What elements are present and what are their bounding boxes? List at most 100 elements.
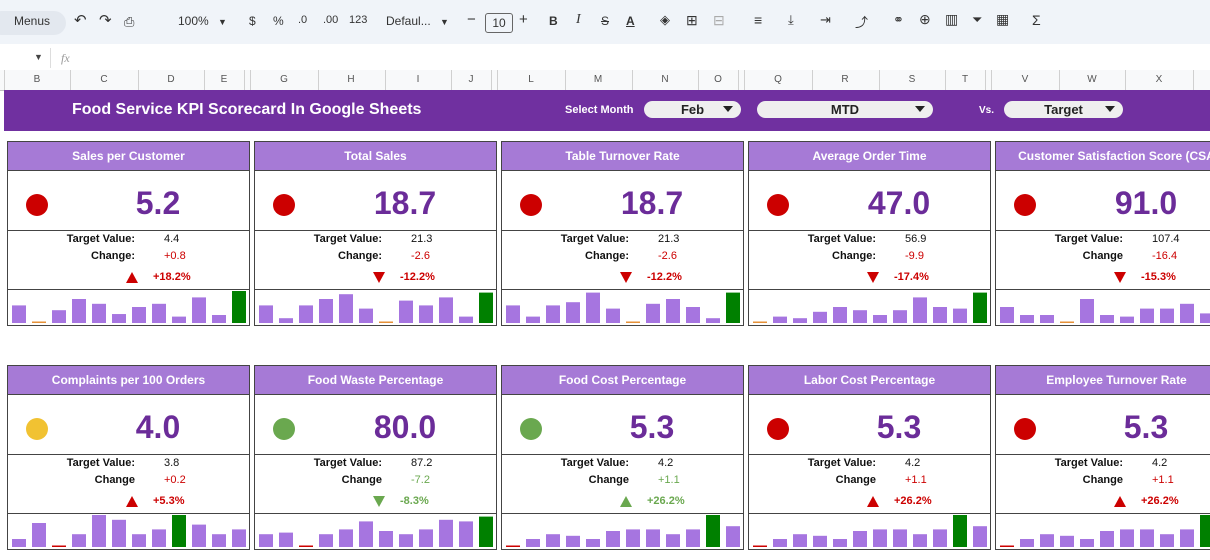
column-header: I xyxy=(416,74,420,85)
column-divider xyxy=(250,70,251,90)
font-size[interactable]: 10 xyxy=(485,13,513,33)
spark-bar xyxy=(546,305,560,323)
column-divider xyxy=(879,70,880,90)
spark-bar xyxy=(192,524,206,547)
filter-views[interactable]: ▦ xyxy=(996,11,1010,27)
undo[interactable]: ↶ xyxy=(74,12,87,29)
functions[interactable]: Σ xyxy=(1032,12,1041,28)
spark-bar xyxy=(773,539,787,547)
month-dropdown[interactable]: Feb xyxy=(644,101,741,118)
spark-bar xyxy=(1100,531,1114,547)
separator xyxy=(749,454,990,455)
comparison-dropdown[interactable]: Target xyxy=(1004,101,1123,118)
decrease-decimal[interactable]: .0 xyxy=(298,14,308,26)
column-divider xyxy=(991,70,992,90)
period-dropdown[interactable]: MTD xyxy=(757,101,933,118)
spark-bar xyxy=(793,318,807,323)
spark-bar xyxy=(706,318,720,323)
insert-comment[interactable]: ⊕ xyxy=(919,11,931,27)
vertical-align[interactable]: ⤓ xyxy=(788,12,794,27)
spark-bar xyxy=(586,292,600,323)
text-rotation[interactable]: ⤴ xyxy=(855,15,869,30)
dashboard-title: Food Service KPI Scorecard In Google She… xyxy=(72,101,422,118)
card-title: Total Sales xyxy=(255,142,496,171)
kpi-card: Food Cost Percentage 5.3 Target Value: 4.2 C… xyxy=(501,365,744,550)
spark-bar xyxy=(1080,299,1094,323)
percent-format[interactable]: % xyxy=(273,14,284,28)
column-header: N xyxy=(661,74,669,85)
font-family[interactable]: Defaul... xyxy=(386,14,431,28)
status-dot xyxy=(520,418,542,440)
kpi-card: Average Order Time 47.0 Target Value: 56.9 C… xyxy=(748,141,991,326)
name-box-dropdown[interactable]: ▼ xyxy=(34,52,43,62)
spark-bar xyxy=(52,545,66,547)
merge-cells[interactable]: ⊟ xyxy=(713,12,725,28)
create-filter[interactable]: ⏷ xyxy=(972,12,983,27)
kpi-value: 80.0 xyxy=(373,409,437,445)
strikethrough[interactable]: S xyxy=(601,14,610,28)
column-divider xyxy=(244,70,245,90)
column-divider xyxy=(451,70,452,90)
target-value: 4.2 xyxy=(905,457,921,469)
change-value: +1.1 xyxy=(658,474,680,486)
zoom-dropdown[interactable]: ▼ xyxy=(218,17,227,27)
column-divider xyxy=(385,70,386,90)
column-divider xyxy=(138,70,139,90)
spark-bar xyxy=(1020,539,1034,547)
print[interactable]: ⎙ xyxy=(124,14,135,29)
separator xyxy=(8,289,249,290)
text-wrapping[interactable]: ⇥ xyxy=(820,12,831,27)
status-dot xyxy=(1014,194,1036,216)
spark-bar xyxy=(526,539,540,547)
status-dot xyxy=(767,194,789,216)
spark-bar xyxy=(339,294,353,323)
card-title: Labor Cost Percentage xyxy=(749,366,990,395)
kpi-card: Employee Turnover Rate 5.3 Target Value: 4.… xyxy=(995,365,1210,550)
change-arrow xyxy=(373,272,385,283)
spark-bar xyxy=(1140,529,1154,547)
redo[interactable]: ↷ xyxy=(99,12,112,29)
column-header: J xyxy=(468,74,474,85)
spark-bar xyxy=(853,310,867,323)
column-header: T xyxy=(961,74,969,85)
text-color[interactable]: A xyxy=(626,14,635,28)
change-label: Change: xyxy=(338,250,382,262)
target-value: 4.4 xyxy=(164,233,180,245)
spark-bar xyxy=(686,529,700,547)
separator xyxy=(749,289,990,290)
kpi-value: 18.7 xyxy=(620,185,684,221)
separator xyxy=(255,454,496,455)
bold[interactable]: B xyxy=(549,14,558,28)
menu-search-label[interactable]: Menus xyxy=(14,14,51,28)
column-header: M xyxy=(593,74,603,85)
currency-format[interactable]: $ xyxy=(249,14,256,28)
insert-chart[interactable]: ▥ xyxy=(945,11,959,27)
change-value: +0.8 xyxy=(164,250,186,262)
borders[interactable]: ⊞ xyxy=(686,12,698,28)
change-label: Change xyxy=(835,474,876,486)
zoom[interactable]: 100% xyxy=(178,14,209,28)
select-month-label: Select Month xyxy=(565,104,634,116)
horizontal-align[interactable]: ≡ xyxy=(754,12,763,28)
increase-decimal[interactable]: .00 xyxy=(323,14,339,26)
font-size-decrease[interactable]: − xyxy=(467,11,476,28)
status-dot xyxy=(767,418,789,440)
font-size-increase[interactable]: + xyxy=(519,11,528,28)
fill-color[interactable]: ◈ xyxy=(660,12,670,27)
change-percent: +5.3% xyxy=(153,495,185,507)
column-divider xyxy=(318,70,319,90)
menu-search[interactable] xyxy=(0,11,66,35)
spark-bar xyxy=(32,321,46,323)
italic[interactable]: I xyxy=(576,12,581,27)
sparkline xyxy=(506,515,740,547)
target-label: Target Value: xyxy=(313,457,382,469)
column-header: L xyxy=(528,74,534,85)
sparkline xyxy=(259,292,493,323)
more-formats[interactable]: 123 xyxy=(349,14,368,26)
insert-link[interactable]: ⚭ xyxy=(893,12,904,27)
kpi-value: 47.0 xyxy=(867,185,931,221)
target-label: Target Value: xyxy=(807,457,876,469)
spark-bar xyxy=(319,534,333,547)
font-dropdown[interactable]: ▼ xyxy=(440,17,449,27)
spark-bar xyxy=(192,297,206,323)
